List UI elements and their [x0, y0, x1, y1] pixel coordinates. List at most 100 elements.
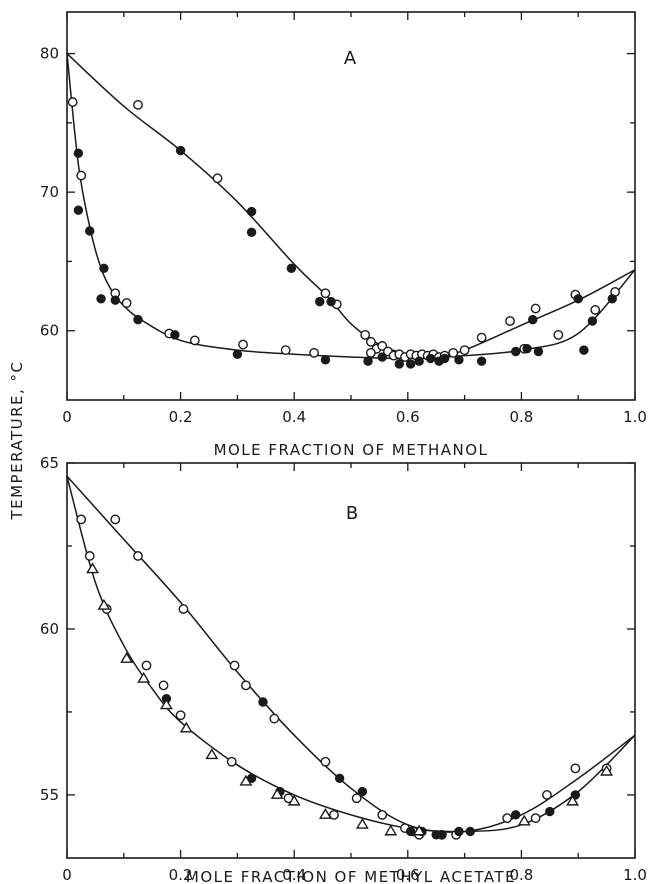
panel-b-triangle-point	[287, 794, 301, 806]
panel-b-x-tick-label: 0.4	[282, 866, 306, 884]
panel-a-x-tick-label: 1.0	[623, 408, 647, 426]
panel-b-open-point	[502, 813, 513, 824]
panel-b-triangle-point	[412, 824, 426, 836]
panel-a-open-point	[67, 97, 78, 107]
panel-b-open-point	[76, 514, 87, 525]
panel-a-x-tick-label: 0.8	[509, 408, 533, 426]
panel-a-filled-point	[232, 349, 243, 359]
panel-a-open-point	[459, 345, 470, 356]
panel-b-triangle-point	[179, 721, 193, 733]
panel-a-filled-point	[246, 206, 257, 217]
panel-b-open-point	[229, 660, 240, 671]
panel-a-open-point	[365, 347, 376, 358]
panel-a-liquid-curve	[66, 53, 636, 360]
panel-a-filled-point	[522, 344, 532, 354]
panel-a-filled-point	[73, 148, 84, 159]
panel-a-open-point	[448, 347, 459, 358]
panel-b-label: B	[346, 503, 358, 524]
panel-a-filled-point	[170, 330, 180, 340]
panel-a-filled-point	[533, 346, 544, 357]
panel-a-open-point	[121, 298, 132, 308]
panel-a-open-point	[76, 170, 87, 181]
panel-b-open-point	[158, 680, 169, 691]
panel-b-filled-point	[465, 826, 475, 837]
panel-b-filled-point	[511, 810, 521, 820]
panel-b-filled-point	[437, 830, 447, 840]
panel-b-triangle-point	[318, 807, 332, 819]
panel-a-x-tick-label: 0	[62, 408, 72, 426]
panel-b-open-point	[241, 680, 251, 691]
panel-b-triangle-point	[355, 817, 369, 829]
panel-b-open-point	[110, 514, 121, 525]
panel-b-open-point	[133, 551, 143, 561]
panel-b-points	[76, 514, 614, 840]
panel-b-triangle-point	[270, 788, 284, 799]
panel-b-triangle-point	[137, 671, 151, 683]
panel-a-filled-point	[133, 314, 143, 325]
panel-a-open-point	[360, 329, 371, 340]
panel-a-filled-point	[425, 353, 436, 364]
panel-b-x-tick-label: 0.2	[169, 866, 193, 884]
panel-a-label: A	[344, 48, 357, 69]
panel-a-filled-point	[377, 352, 387, 362]
panel-a-x-tick-label: 0.6	[396, 408, 420, 426]
panel-a-open-point	[309, 347, 319, 358]
panel-b-ticks: 0 0.2 0.4 0.6 0.8 1.0 55 60 65	[40, 454, 647, 884]
panel-b-liquid-curve	[66, 476, 636, 833]
panel-a-filled-point	[320, 355, 331, 365]
panel-b-filled-point	[334, 773, 345, 784]
panel-b-open-point	[542, 790, 552, 800]
panel-b-filled-point	[405, 826, 416, 837]
panel-a-filled-point	[573, 294, 583, 304]
panel-a-filled-point	[579, 345, 589, 355]
panel-a-filled-point	[528, 314, 538, 325]
panel-b-triangle-point	[566, 794, 579, 806]
panel-a-filled-point	[454, 355, 464, 365]
panel-b-open-point	[570, 763, 581, 774]
panel-a-y-tick-label: 60	[40, 322, 59, 340]
panel-b-triangle-point	[86, 562, 100, 574]
panel-b-vapor-curve	[66, 475, 636, 833]
panel-a-open-point	[238, 339, 248, 350]
panel-b-triangle-point	[120, 651, 134, 663]
panel-a-x-tick-label: 0.2	[169, 408, 193, 426]
panel-b-triangle-point	[159, 698, 173, 710]
panel-a-open-point	[553, 329, 564, 340]
panel-b-open-point	[320, 756, 331, 767]
panel-a-filled-point	[110, 295, 120, 305]
panel-b-y-tick-label: 60	[40, 620, 59, 638]
panel-b-filled-point	[454, 826, 464, 837]
panel-b-filled-point	[258, 697, 268, 707]
panel-b-open-point	[84, 551, 95, 561]
panel-b-open-point	[175, 710, 186, 721]
panel-b-open-point	[329, 809, 339, 820]
panel-a-filled-point	[476, 356, 487, 366]
panel-a-filled-point	[99, 263, 109, 274]
y-axis-label: TEMPERATURE, °C	[8, 360, 26, 520]
panel-a-filled-point	[440, 353, 450, 364]
panel-b-open-point	[269, 713, 280, 724]
panel-b-y-tick-label: 65	[40, 454, 59, 472]
panel-a-points	[67, 97, 621, 369]
panel-a-frame	[66, 11, 636, 401]
panel-a-filled-point	[511, 346, 521, 357]
panel-b-open-point	[530, 813, 541, 824]
panel-a-filled-point	[394, 359, 404, 369]
panel-a-filled-point	[315, 296, 325, 307]
panel-a: A MOLE FRACTION OF METHANOL 0 0.2 0.4 0.6 0.…	[40, 11, 647, 459]
panel-a-open-point	[133, 99, 143, 110]
panel-a-vapor-curve	[66, 53, 636, 358]
panel-b-triangle-point	[600, 764, 614, 776]
panel-b-filled-point	[545, 806, 555, 817]
panel-a-open-point	[476, 332, 487, 343]
panel-a-open-point	[189, 335, 200, 346]
panel-a-filled-point	[73, 205, 84, 215]
panel-b: B MOLE FRACTION OF METHYL ACETATE 0 0.2 0.…	[40, 454, 647, 884]
panel-a-filled-point	[286, 263, 297, 274]
panel-a-filled-point	[414, 356, 424, 366]
panel-a-y-tick-label: 70	[40, 183, 59, 201]
panel-b-open-point	[377, 809, 388, 820]
panel-b-x-tick-label: 0.8	[509, 866, 533, 884]
panel-a-open-point	[320, 288, 331, 299]
